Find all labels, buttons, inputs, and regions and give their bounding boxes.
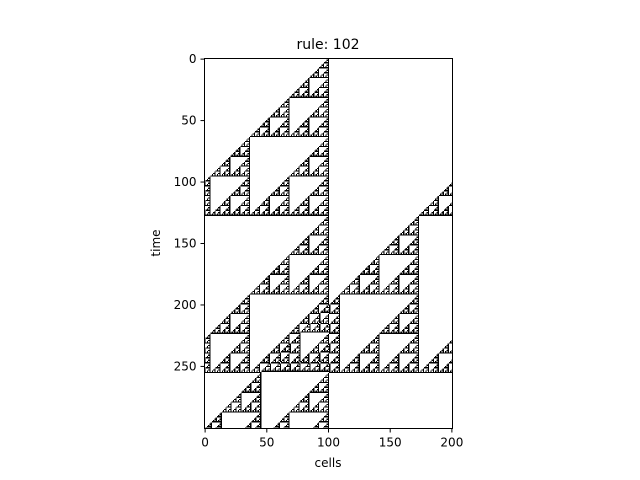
x-axis-label: cells <box>315 456 342 470</box>
chart-title: rule: 102 <box>296 37 359 53</box>
y-tick-label-100: 100 <box>174 175 197 189</box>
y-tick-label-250: 250 <box>174 359 197 373</box>
x-axis: 0 50 100 150 200 <box>201 428 463 450</box>
y-tick-label-200: 200 <box>174 298 197 312</box>
x-tick-label-50: 50 <box>259 436 274 450</box>
automaton-cells <box>204 58 453 429</box>
x-tick-label-200: 200 <box>440 436 463 450</box>
y-axis: 0 50 100 150 200 250 <box>174 52 205 373</box>
x-tick-label-150: 150 <box>379 436 402 450</box>
automaton-cells-path <box>204 58 453 429</box>
x-tick-label-100: 100 <box>317 436 340 450</box>
y-tick-label-50: 50 <box>181 114 196 128</box>
y-tick-label-0: 0 <box>189 52 197 66</box>
x-tick-label-0: 0 <box>201 436 209 450</box>
y-tick-label-150: 150 <box>174 237 197 251</box>
plot-area <box>204 58 453 429</box>
y-axis-label: time <box>149 229 163 256</box>
